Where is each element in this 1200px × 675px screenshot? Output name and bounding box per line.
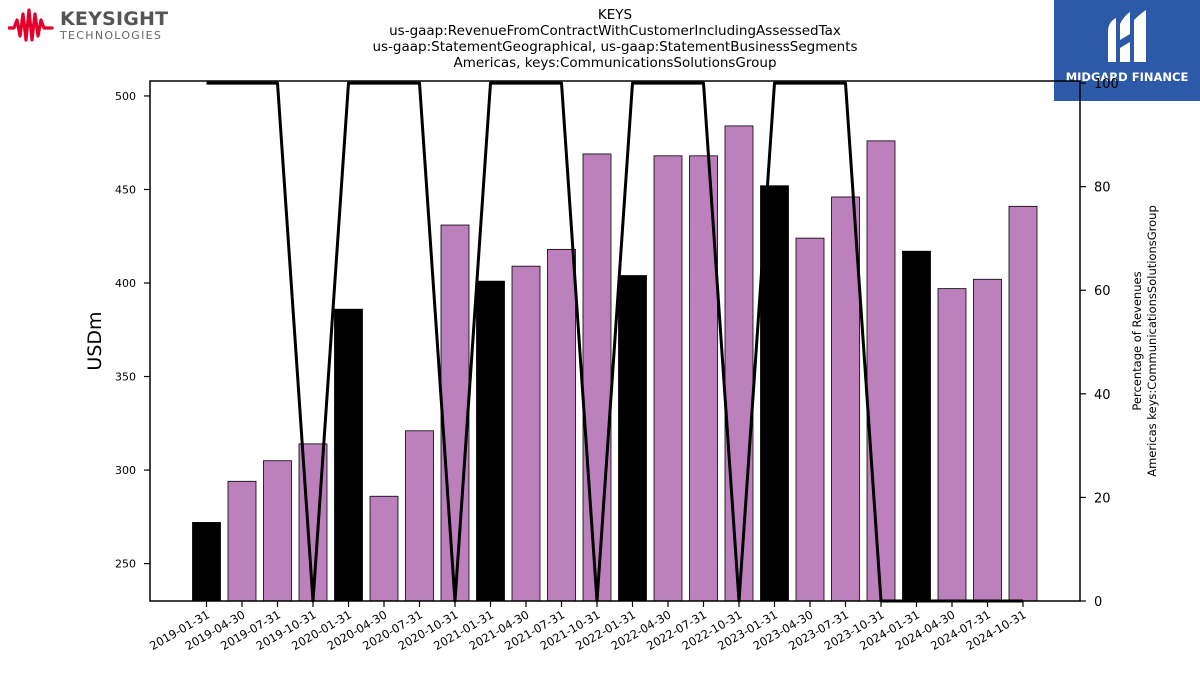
percentage-line: [206, 81, 1023, 603]
chart-title-line-4: Americas, keys:CommunicationsSolutionsGr…: [453, 55, 777, 71]
bar-2021-10-31: [582, 153, 612, 602]
bar-2021-07-31: [547, 248, 576, 602]
keysight-logo: KEYSIGHT TECHNOLOGIES: [7, 6, 178, 46]
y-right-tick-label-0: 0: [1094, 595, 1102, 610]
bar-series: [192, 125, 1038, 602]
bar-2019-04-30: [227, 480, 257, 602]
bar-2024-01-31: [902, 250, 931, 602]
bar-2024-07-31: [973, 278, 1002, 602]
bar-2020-10-31: [440, 224, 470, 602]
bar-2022-04-30: [653, 155, 683, 602]
bar-2024-10-31: [1008, 205, 1038, 602]
bar-2020-07-31: [405, 430, 434, 602]
bar-2020-01-31: [334, 308, 363, 602]
chart-title-line-2: us-gaap:RevenueFromContractWithCustomerI…: [389, 23, 841, 39]
chart-title-line-3: us-gaap:StatementGeographical, us-gaap:S…: [372, 39, 858, 55]
bar-2023-01-31: [760, 185, 789, 602]
bar-2020-04-30: [369, 495, 399, 602]
y-right-tick-label-40: 40: [1094, 388, 1111, 403]
y-tick-label-400: 400: [115, 277, 136, 290]
bar-2023-04-30: [795, 237, 825, 602]
keysight-logo-sub: TECHNOLOGIES: [60, 29, 163, 42]
bar-2019-01-31: [192, 522, 221, 602]
y-tick-label-300: 300: [115, 464, 136, 477]
y-tick-label-350: 350: [115, 371, 136, 384]
bar-2021-04-30: [511, 265, 541, 602]
bar-2019-07-31: [263, 460, 292, 602]
keysight-wave-icon: [7, 8, 54, 42]
keysight-logo-name: KEYSIGHT: [60, 8, 169, 30]
y-right-axis-label-line-1: Percentage of Revenues: [1130, 271, 1144, 410]
y-right-tick-label-60: 60: [1094, 284, 1111, 299]
y-right-tick-label-80: 80: [1094, 181, 1111, 196]
y-tick-label-250: 250: [115, 558, 136, 571]
y-right-axis-label-line-2: Americas keys:CommunicationsSolutionsGro…: [1145, 205, 1159, 477]
midgard-logo-name: MIDGARD FINANCE: [1065, 70, 1189, 84]
y-axis-label: USDm: [84, 311, 106, 370]
bar-2023-07-31: [831, 196, 860, 602]
chart-title: KEYS us-gaap:RevenueFromContractWithCust…: [315, 7, 915, 71]
bar-2022-10-31: [724, 125, 754, 602]
plot-frame: [149, 80, 1081, 602]
y-tick-label-500: 500: [115, 90, 136, 103]
bar-2023-10-31: [866, 140, 896, 602]
percentage-line-series: [206, 81, 1023, 603]
bar-2021-01-31: [476, 280, 505, 602]
midgard-finance-logo: MIDGARD FINANCE: [1054, 0, 1200, 101]
y-right-tick-label-20: 20: [1094, 491, 1111, 506]
chart-title-line-1: KEYS: [597, 7, 633, 23]
bar-2022-01-31: [618, 275, 647, 602]
bar-2024-04-30: [937, 288, 967, 602]
midgard-emblem-icon: [1108, 10, 1146, 62]
y-tick-label-450: 450: [115, 183, 136, 196]
y-right-tick-label-100: 100: [1094, 77, 1119, 92]
